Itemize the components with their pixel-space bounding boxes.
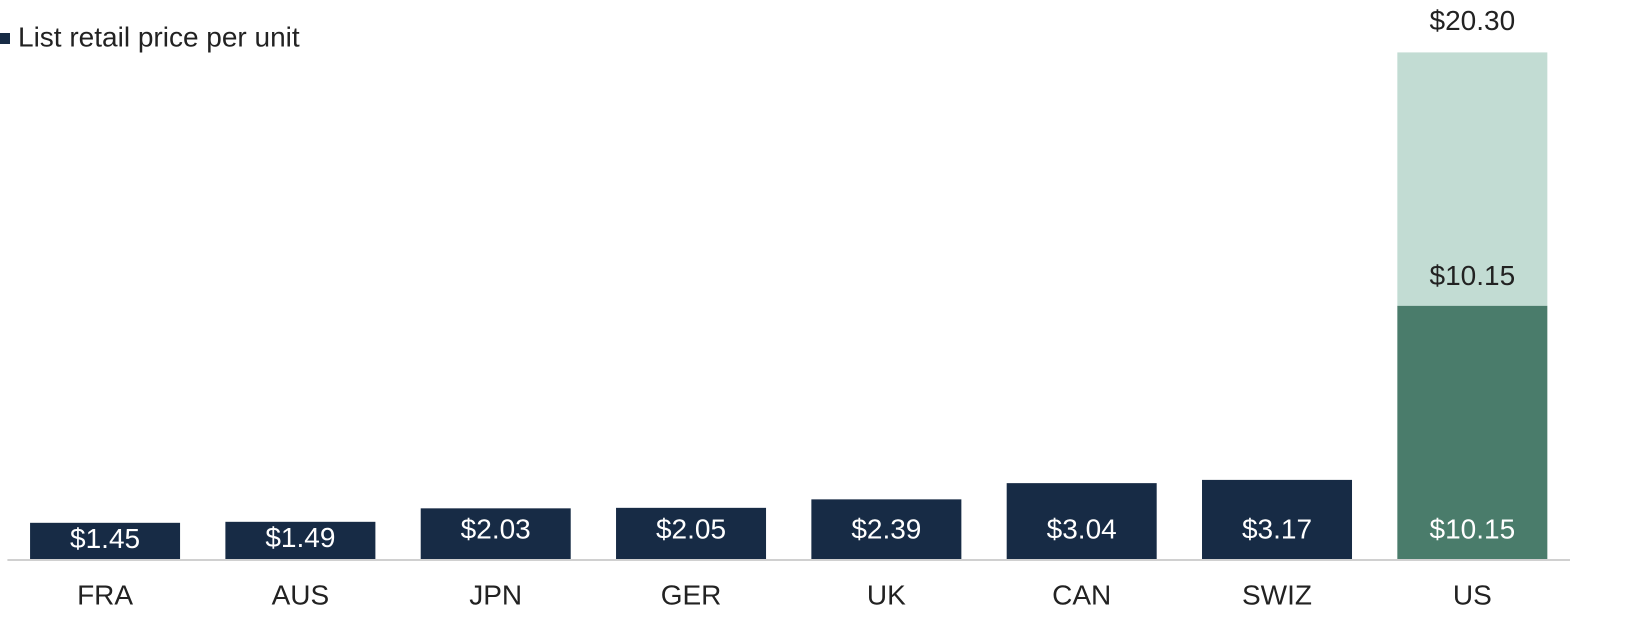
data-label: $2.05 — [656, 513, 726, 544]
bar — [1397, 305, 1548, 559]
bar — [30, 522, 181, 559]
bar — [811, 499, 962, 559]
bar — [1397, 52, 1548, 306]
bar — [420, 508, 571, 559]
x-tick-label: AUS — [272, 579, 330, 610]
bar — [225, 521, 376, 559]
bar — [1202, 479, 1353, 559]
data-label: $3.17 — [1242, 513, 1312, 544]
x-tick-label: SWIZ — [1242, 579, 1312, 610]
data-label: $10.15 — [1430, 260, 1516, 291]
data-label: $2.39 — [851, 513, 921, 544]
data-label: $10.15 — [1430, 513, 1516, 544]
x-tick-label: US — [1453, 579, 1492, 610]
x-tick-label: GER — [661, 579, 722, 610]
total-label: $20.30 — [1430, 5, 1516, 36]
x-tick-label: CAN — [1052, 579, 1111, 610]
bar — [1006, 483, 1157, 559]
legend-label: List retail price per unit — [18, 21, 300, 52]
data-label: $1.49 — [265, 522, 335, 553]
x-tick-label: JPN — [469, 579, 522, 610]
legend-swatch — [0, 33, 10, 44]
x-tick-label: UK — [867, 579, 906, 610]
data-label: $3.04 — [1047, 513, 1117, 544]
data-label: $2.03 — [461, 513, 531, 544]
bar — [616, 507, 767, 559]
data-label: $1.45 — [70, 523, 140, 554]
x-tick-label: FRA — [77, 579, 133, 610]
